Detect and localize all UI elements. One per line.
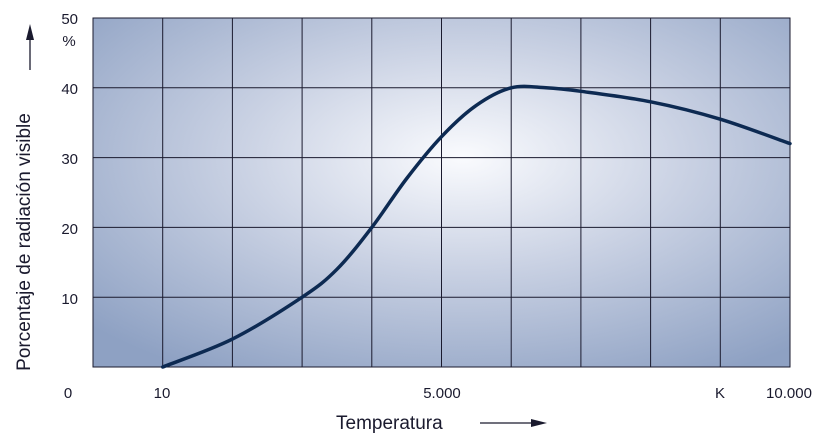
- y-tick-label-30: 30: [61, 151, 78, 168]
- series-line: [160, 84, 792, 369]
- y-tick-label-50: 50: [61, 11, 78, 28]
- x-tick-label-10000: 10.000: [766, 385, 812, 402]
- x-tick-label-5000: 5.000: [423, 385, 461, 402]
- x-tick-label-0: 0: [64, 385, 72, 402]
- y-axis-arrow-icon: [26, 24, 34, 70]
- x-unit-label: K: [715, 385, 725, 402]
- grid: [93, 18, 790, 367]
- x-tick-label-10: 10: [154, 385, 171, 402]
- x-axis-title: Temperatura: [336, 413, 443, 434]
- y-axis-title: Porcentaje de radiación visible: [14, 113, 35, 371]
- y-tick-label-10: 10: [61, 291, 78, 308]
- y-unit-label: %: [62, 33, 75, 50]
- x-axis-arrow-icon: [480, 419, 547, 427]
- y-tick-label-40: 40: [61, 81, 78, 98]
- y-tick-label-20: 20: [61, 221, 78, 238]
- plot-border: [92, 17, 791, 368]
